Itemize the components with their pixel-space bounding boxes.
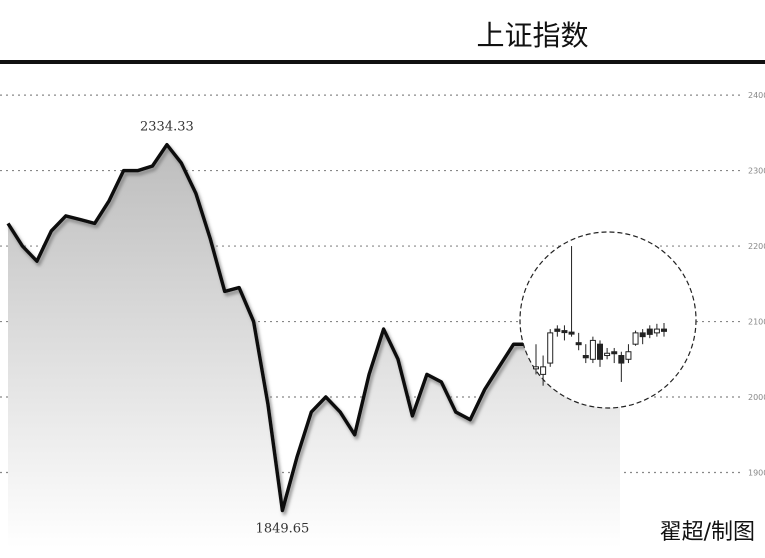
candle-body <box>618 355 625 364</box>
line-layer <box>6 142 528 513</box>
series-line <box>6 142 528 513</box>
candle-body <box>597 343 603 360</box>
candle-body <box>646 328 653 335</box>
candle-body <box>661 328 667 332</box>
y-tick-label: 1900 <box>748 469 765 478</box>
candle-body <box>568 331 575 335</box>
candle-body <box>632 332 639 345</box>
y-tick-label: 2000 <box>748 393 765 402</box>
candle-body <box>604 352 611 357</box>
candle-body <box>625 351 632 360</box>
candle-body <box>533 366 539 370</box>
title-rule <box>0 60 765 64</box>
candle-body <box>547 332 554 364</box>
y-tick-label: 2100 <box>748 318 765 327</box>
chart-title: 上证指数 <box>476 19 589 52</box>
candle-body <box>639 332 646 338</box>
label-layer: 2334.33 1849.65 <box>140 120 309 537</box>
y-tick-label: 2200 <box>748 242 765 251</box>
candle-body <box>575 342 582 346</box>
candle-body <box>561 330 568 334</box>
y-tick-label: 2400 <box>748 91 765 100</box>
data-label: 2334.33 <box>140 120 194 135</box>
candle-body <box>653 328 660 334</box>
data-label: 1849.65 <box>256 522 310 537</box>
area-layer <box>8 144 620 548</box>
y-tick-label: 2300 <box>748 167 765 176</box>
series-area <box>8 144 620 548</box>
candle-body <box>540 366 547 375</box>
candlestick-inset <box>519 231 697 409</box>
candle-body <box>582 355 589 359</box>
inset-circle <box>519 231 697 409</box>
candle-body <box>611 351 618 355</box>
candle-body <box>554 328 561 332</box>
candle-body <box>589 339 596 360</box>
credit-text: 翟超/制图 <box>659 520 755 545</box>
